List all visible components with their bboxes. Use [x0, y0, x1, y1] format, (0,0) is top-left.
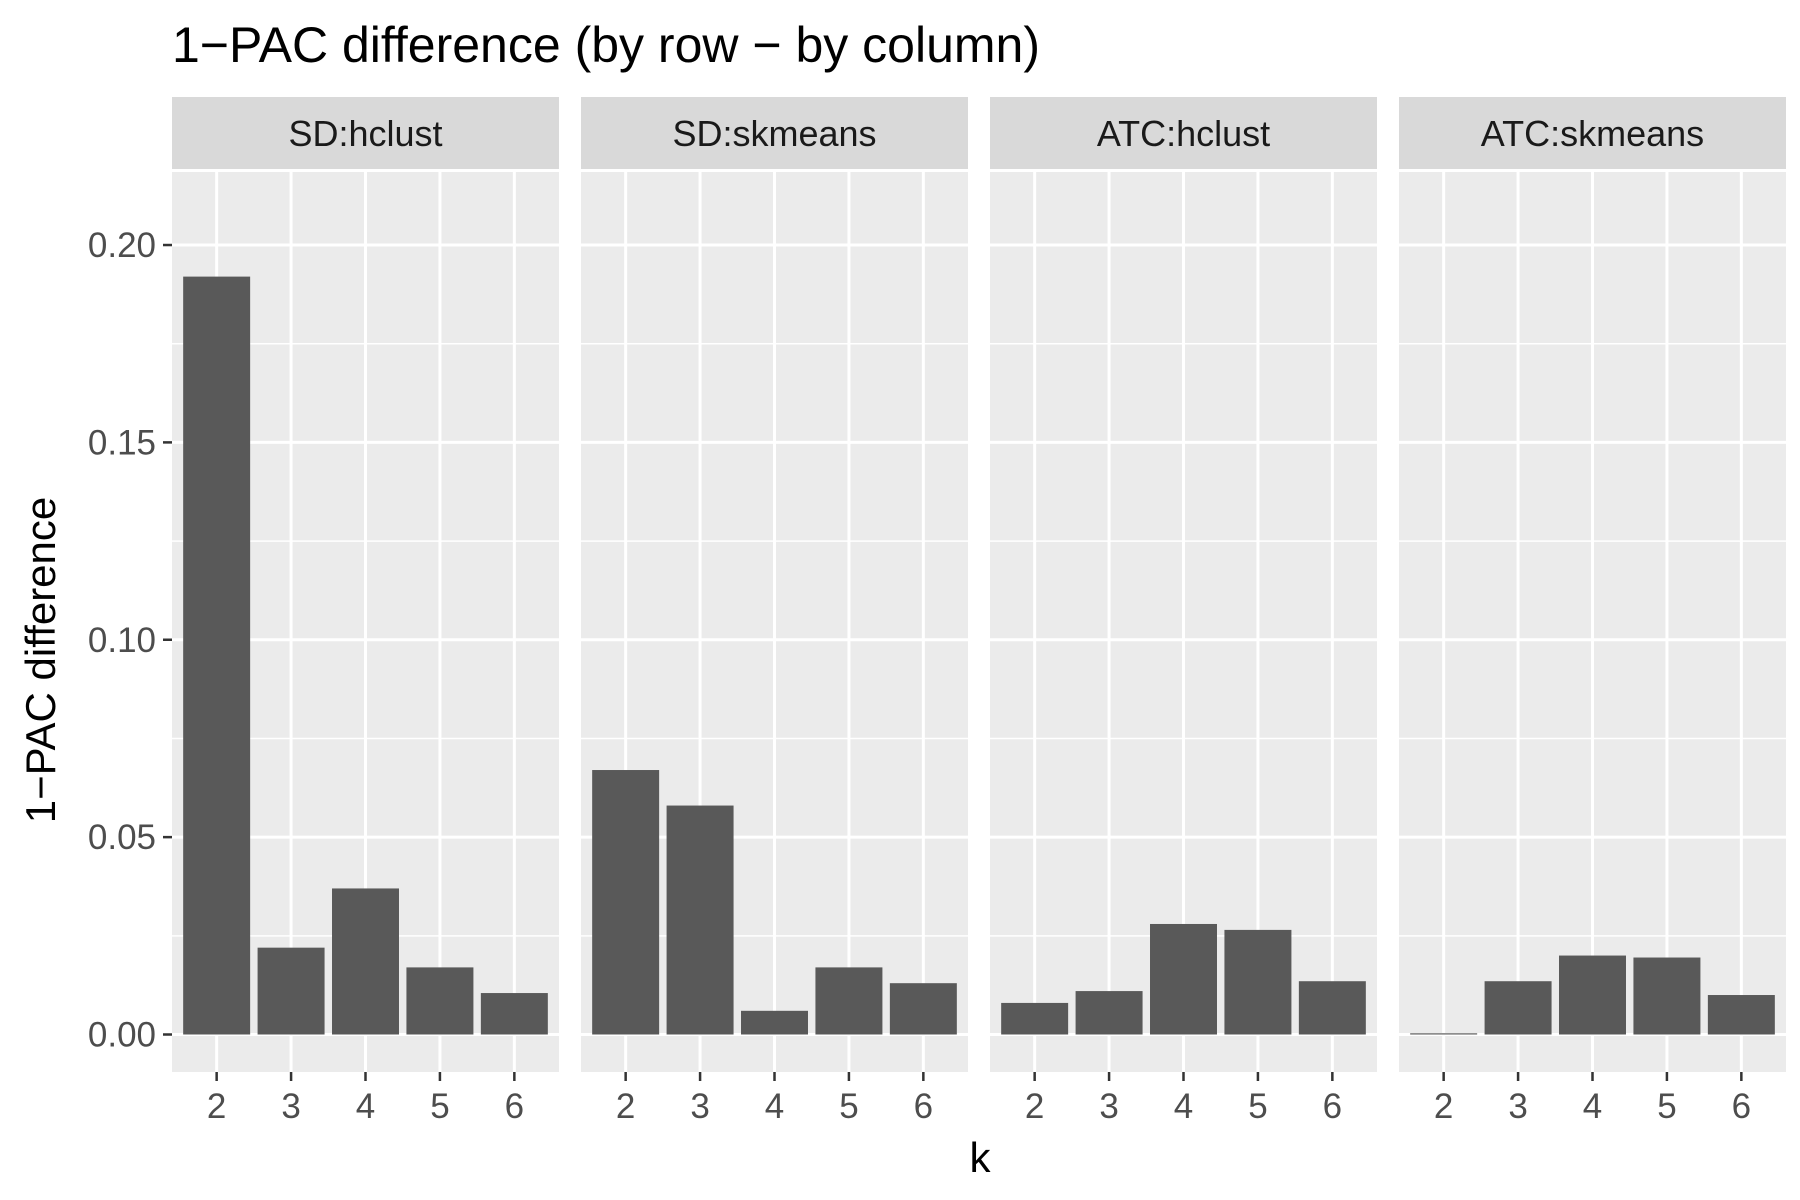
x-tick-label: 2: [207, 1087, 226, 1126]
facet-panel-4: ATC:skmeans 2 3 4 5 6: [1399, 97, 1786, 1126]
facet-strip-label: SD:hclust: [288, 113, 442, 154]
x-tick-label: 6: [914, 1087, 933, 1126]
bar-5: [1224, 929, 1292, 1035]
x-tick-label: 5: [1657, 1087, 1676, 1126]
facet-strip-label: SD:skmeans: [672, 113, 876, 154]
bar-5: [815, 967, 883, 1035]
bar-3: [1075, 991, 1143, 1035]
x-tick-label: 3: [281, 1087, 300, 1126]
x-tick-label: 3: [1099, 1087, 1118, 1126]
facet-panel-1: SD:hclust 2 3 4 5 6: [172, 97, 559, 1126]
bar-5: [1633, 957, 1701, 1035]
bar-4: [741, 1010, 808, 1035]
bar-4: [332, 888, 399, 1035]
x-tick-label: 4: [1174, 1087, 1193, 1126]
x-tick-label: 4: [765, 1087, 784, 1126]
x-tick-label: 2: [1025, 1087, 1044, 1126]
facet-panel-2: SD:skmeans 2 3 4 5 6: [581, 97, 968, 1126]
x-tick-label: 2: [1434, 1087, 1453, 1126]
y-tick-label: 0.20: [88, 226, 156, 265]
y-axis: 0.00 0.05 0.10 0.15 0.20: [88, 226, 172, 1055]
y-axis-title: 1−PAC difference: [17, 497, 64, 823]
x-tick-label: 6: [505, 1087, 524, 1126]
bar-2: [1001, 1002, 1069, 1035]
x-tick-label: 4: [356, 1087, 375, 1126]
facet-strip: [172, 97, 559, 169]
facet-strip-label: ATC:skmeans: [1481, 113, 1704, 154]
x-axis-title: k: [970, 1134, 992, 1181]
y-tick-label: 0.10: [88, 621, 156, 660]
bar-3: [1484, 981, 1552, 1035]
bar-3: [257, 947, 325, 1035]
bar-6: [480, 993, 548, 1035]
bar-2: [592, 770, 660, 1035]
y-tick-label: 0.00: [88, 1016, 156, 1055]
facet-panel-3: ATC:hclust 2 3 4 5 6: [990, 97, 1377, 1126]
y-tick-label: 0.15: [88, 423, 156, 462]
x-tick-label: 3: [690, 1087, 709, 1126]
x-tick-label: 4: [1583, 1087, 1602, 1126]
facet-strip: [581, 97, 968, 169]
facet-strip: [990, 97, 1377, 169]
bar-6: [889, 983, 957, 1035]
y-tick-label: 0.05: [88, 818, 156, 857]
bar-4: [1559, 955, 1626, 1035]
x-tick-label: 6: [1323, 1087, 1342, 1126]
facet-strip-label: ATC:hclust: [1097, 113, 1270, 154]
x-tick-label: 2: [616, 1087, 635, 1126]
x-tick-label: 5: [839, 1087, 858, 1126]
chart-title: 1−PAC difference (by row − by column): [172, 17, 1040, 73]
x-tick-label: 3: [1508, 1087, 1527, 1126]
facet-strip: [1399, 97, 1786, 169]
x-tick-label: 5: [430, 1087, 449, 1126]
x-tick-label: 6: [1732, 1087, 1751, 1126]
facet-panels: SD:hclust 2 3 4 5 6 SD:skmeans 2 3 4 5 6 ATC:hclust 2…: [172, 97, 1786, 1126]
bar-6: [1298, 981, 1366, 1035]
bar-6: [1707, 995, 1775, 1035]
bar-2: [1410, 1033, 1478, 1035]
x-tick-label: 5: [1248, 1087, 1267, 1126]
bar-3: [666, 805, 734, 1035]
bar-2: [183, 276, 251, 1035]
bar-5: [406, 967, 474, 1035]
bar-4: [1150, 923, 1217, 1035]
